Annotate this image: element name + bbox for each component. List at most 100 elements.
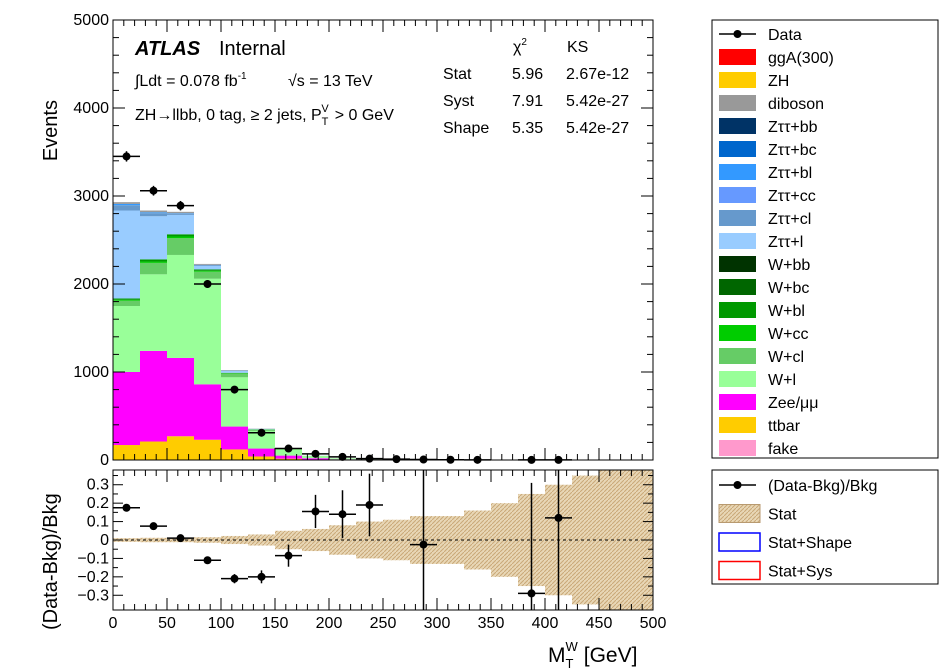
legend-swatch: [719, 440, 756, 456]
legend-label: Zττ+bl: [768, 165, 812, 182]
legend-entry-stat_band: Stat: [718, 504, 797, 524]
x-tick-label: 200: [316, 615, 343, 632]
legend-label: W+bl: [768, 303, 805, 320]
bar-Wbl-3: [194, 269, 221, 271]
bar-Wl-2: [167, 254, 194, 358]
legend-entry-Wcl: W+cl: [719, 348, 804, 366]
legend-swatch: [718, 504, 761, 523]
ratio-point: [149, 522, 158, 531]
bar-Wl-1: [140, 274, 167, 351]
bar-Wcc-3: [194, 270, 221, 272]
bar-Zttl-0: [113, 210, 140, 299]
ratio-points: [113, 470, 572, 610]
legend-label: ggA(300): [768, 50, 834, 67]
legend-label: Zττ+cc: [768, 188, 816, 205]
bar-Zeemm-5: [248, 448, 275, 457]
bar-Wbl-1: [140, 259, 167, 262]
x-tick-label: 400: [532, 615, 559, 632]
legend-entry-Zttbl: Zττ+bl: [719, 164, 812, 182]
data-point: [446, 455, 455, 464]
legend-label: W+cc: [768, 326, 808, 343]
bar-Zttcl-2: [167, 213, 194, 215]
bar-Wcl-3: [194, 271, 221, 279]
bar-Wbl-2: [167, 234, 194, 237]
y-tick-label: 1000: [73, 364, 109, 381]
bar-Zttl-1: [140, 216, 167, 260]
legend-label: Zee/μμ: [768, 395, 818, 412]
ks-header: KS: [567, 39, 588, 56]
lumi-label: ∫Ldt = 0.078 fb-1: [134, 71, 247, 90]
stat-row-ks: 2.67e-12: [566, 66, 629, 83]
data-point: [176, 201, 185, 210]
main-legend: Data ggA(300) ZH diboson Zττ+bb Zττ+bc Zττ+bl Z…: [711, 19, 939, 459]
legend-entry-Wcc: W+cc: [719, 325, 808, 343]
ratio-y-tick-label: −0.3: [77, 587, 109, 604]
bar-Wcl-1: [140, 262, 167, 275]
legend-entry-Zttbc: Zττ+bc: [719, 141, 817, 159]
syst-row-chi2: 7.91: [512, 93, 543, 110]
ratio-y-axis-label: (Data-Bkg)/Bkg: [40, 493, 62, 630]
ratio-y-tick-label: 0.2: [87, 495, 109, 512]
ratio-point: [419, 540, 428, 549]
atlas-label: ATLAS: [134, 38, 201, 60]
data-point: [122, 152, 131, 161]
ratio-legend-frame: [711, 469, 939, 585]
ratio-point: [122, 503, 131, 512]
ratio-y-tick-label: −0.1: [77, 550, 109, 567]
bar-Zeemm-1: [140, 350, 167, 442]
bar-Zttcl-1: [140, 213, 167, 217]
y-tick-label: 0: [100, 452, 109, 469]
ratio-point: [257, 572, 266, 581]
legend-entry-Zeemm: Zee/μμ: [719, 394, 818, 412]
legend-entry-ggA: ggA(300): [719, 49, 834, 67]
data-point: [149, 186, 158, 195]
legend-swatch: [719, 118, 756, 134]
ratio-y-tick-label: 0.1: [87, 514, 109, 531]
ratio-y-tick-label: 0: [100, 532, 109, 549]
ratio-point: [527, 589, 536, 598]
legend-entry-Wl: W+l: [719, 371, 796, 389]
main-y-axis: 0 1000 2000 3000 4000 5000: [73, 12, 653, 469]
y-tick-label: 4000: [73, 100, 109, 117]
data-point: [230, 385, 239, 394]
bar-Zeemm-2: [167, 357, 194, 437]
x-tick-label: 50: [158, 615, 176, 632]
legend-marker: [733, 481, 742, 489]
data-point: [392, 455, 401, 464]
internal-label: Internal: [219, 38, 286, 60]
stat-band-bin: [302, 528, 329, 552]
bar-Wcl-2: [167, 238, 194, 255]
stat-band-bin: [140, 537, 167, 543]
ratio-y-tick-label: 0.3: [87, 477, 109, 494]
ratio-point: [554, 513, 563, 522]
syst-row-ks: 5.42e-27: [566, 93, 629, 110]
legend-label: Zττ+bb: [768, 119, 818, 136]
stat-row-label: Stat: [443, 66, 472, 83]
legend-label: fake: [768, 441, 798, 458]
legend-swatch: [719, 233, 756, 249]
legend-entry-data: (Data-Bkg)/Bkg: [719, 478, 877, 495]
bar-Zeemm-4: [221, 426, 248, 450]
stat-row-chi2: 5.96: [512, 66, 543, 83]
ratio-y-tick-label: −0.2: [77, 569, 109, 586]
legend-entry-Zttbb: Zττ+bb: [719, 118, 818, 136]
main-y-axis-label: Events: [40, 100, 62, 161]
x-tick-label: 300: [424, 615, 451, 632]
legend-label: W+cl: [768, 349, 804, 366]
ratio-point: [365, 501, 374, 509]
shape-row-label: Shape: [443, 120, 489, 137]
legend-label: Stat+Shape: [768, 535, 852, 552]
bar-Zttbl-1: [140, 212, 167, 214]
bar-Zeemm-0: [113, 372, 140, 446]
bar-ttbar-5: [248, 456, 275, 460]
legend-swatch: [719, 49, 756, 65]
ratio-point: [176, 534, 185, 543]
x-tick-label: 150: [262, 615, 289, 632]
ratio-point: [203, 556, 212, 565]
legend-label: Stat+Sys: [768, 564, 832, 581]
legend-label: Data: [768, 27, 802, 44]
shape-row-chi2: 5.35: [512, 120, 543, 137]
legend-swatch: [719, 72, 756, 88]
bar-ttbar-3: [194, 439, 221, 460]
shape-row-ks: 5.42e-27: [566, 120, 629, 137]
